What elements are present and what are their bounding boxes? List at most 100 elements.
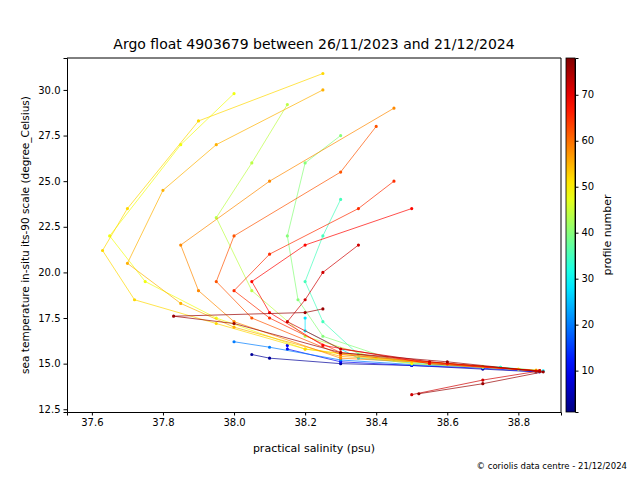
colorbar-tick-label: 60 xyxy=(582,135,595,146)
y-tick-label: 22.5 xyxy=(38,221,60,232)
x-tick: 38.0 xyxy=(223,412,245,428)
colorbar-tick-label: 70 xyxy=(582,89,595,100)
y-axis: 12.515.017.520.022.525.027.530.0 xyxy=(38,59,67,415)
profile-point xyxy=(144,280,147,283)
profile-point xyxy=(321,72,324,75)
profile-point xyxy=(304,243,307,246)
plot-frame xyxy=(67,58,561,412)
y-tick-label: 27.5 xyxy=(38,130,60,141)
colorbar-tick-mark xyxy=(575,141,579,142)
profile-line xyxy=(287,245,539,395)
profile-point xyxy=(304,280,307,283)
profile-point xyxy=(126,262,129,265)
profile-point xyxy=(304,311,307,314)
profile-line xyxy=(234,181,540,371)
y-tick-mark xyxy=(64,318,68,319)
colorbar-tick: 50 xyxy=(575,181,594,192)
x-tick-label: 37.8 xyxy=(152,417,174,428)
profile-point xyxy=(304,347,307,350)
profile-line xyxy=(287,136,539,371)
x-tick-mark xyxy=(447,412,448,416)
profile-point xyxy=(428,363,431,366)
profile-point xyxy=(250,280,253,283)
x-tick-label: 37.6 xyxy=(81,417,103,428)
profile-point xyxy=(101,249,104,252)
profile-point xyxy=(179,243,182,246)
x-tick: 37.6 xyxy=(81,412,103,428)
profile-point xyxy=(268,346,271,349)
profile-point xyxy=(250,353,253,356)
profile-point xyxy=(304,347,307,350)
profile-line xyxy=(103,74,537,371)
profile-point xyxy=(161,189,164,192)
profile-point xyxy=(339,351,342,354)
profile-point xyxy=(268,180,271,183)
x-tick-mark xyxy=(376,412,377,416)
profile-point xyxy=(215,280,218,283)
colorbar-axis: 10203040506070 xyxy=(575,59,594,413)
colorbar-tick-label: 30 xyxy=(582,273,595,284)
y-tick: 15.0 xyxy=(38,358,67,369)
colorbar-tick: 20 xyxy=(575,319,594,330)
profile-point xyxy=(304,316,307,319)
y-tick-mark xyxy=(64,364,68,365)
profile-point xyxy=(339,357,342,360)
y-tick: 20.0 xyxy=(38,267,67,278)
y-axis-line xyxy=(64,59,68,413)
colorbar xyxy=(566,58,575,412)
y-tick-label: 12.5 xyxy=(38,404,60,415)
profile-point xyxy=(410,363,413,366)
profile-point xyxy=(339,134,342,137)
x-axis: 37.637.838.038.238.438.638.8 xyxy=(68,412,562,428)
profile-point xyxy=(321,271,324,274)
colorbar-tick-label: 20 xyxy=(582,319,595,330)
y-tick: 25.0 xyxy=(38,176,67,187)
profile-point xyxy=(321,344,324,347)
profile-point xyxy=(126,207,129,210)
profile-point xyxy=(215,322,218,325)
y-tick: 17.5 xyxy=(38,313,67,324)
profile-point xyxy=(321,234,324,237)
profile-point xyxy=(339,351,342,354)
profile-point xyxy=(197,289,200,292)
profile-point xyxy=(446,360,449,363)
profile-point xyxy=(133,298,136,301)
profile-point xyxy=(232,92,235,95)
profile-point xyxy=(321,88,324,91)
plot-area xyxy=(101,72,545,396)
profile-point xyxy=(296,298,299,301)
colorbar-tick-mark xyxy=(575,187,579,188)
profile-point xyxy=(268,316,271,319)
x-tick-mark xyxy=(163,412,164,416)
profile-point xyxy=(250,316,253,319)
x-tick-label: 38.6 xyxy=(437,417,459,428)
profile-point xyxy=(215,143,218,146)
x-tick: 37.8 xyxy=(152,412,174,428)
x-tick-mark xyxy=(234,412,235,416)
y-tick: 27.5 xyxy=(38,130,67,141)
footer: © coriolis data centre - 21/12/2024 xyxy=(477,461,627,471)
profile-point xyxy=(250,289,253,292)
profile-point xyxy=(232,340,235,343)
profile-point xyxy=(321,320,324,323)
x-tick-mark xyxy=(92,412,93,416)
x-tick: 38.6 xyxy=(437,412,459,428)
title: Argo float 4903679 between 26/11/2023 an… xyxy=(113,36,514,52)
profile-point xyxy=(339,170,342,173)
colorbar-tick-mark xyxy=(575,233,579,234)
colorbar-tick-label: 10 xyxy=(582,365,595,376)
profile-point xyxy=(410,393,413,396)
profile-line xyxy=(252,209,540,371)
profile-line xyxy=(216,105,483,367)
profile-point xyxy=(357,207,360,210)
profile-point xyxy=(179,302,182,305)
profile-point xyxy=(286,103,289,106)
y-tick-mark xyxy=(64,136,68,137)
colorbar-tick: 70 xyxy=(575,89,594,100)
profile-point xyxy=(339,347,342,350)
colorbar-label: profile number xyxy=(601,194,614,276)
y-tick-mark xyxy=(64,181,68,182)
y-tick-mark xyxy=(64,90,68,91)
x-label: practical salinity (psu) xyxy=(253,442,375,455)
profile-point xyxy=(232,289,235,292)
